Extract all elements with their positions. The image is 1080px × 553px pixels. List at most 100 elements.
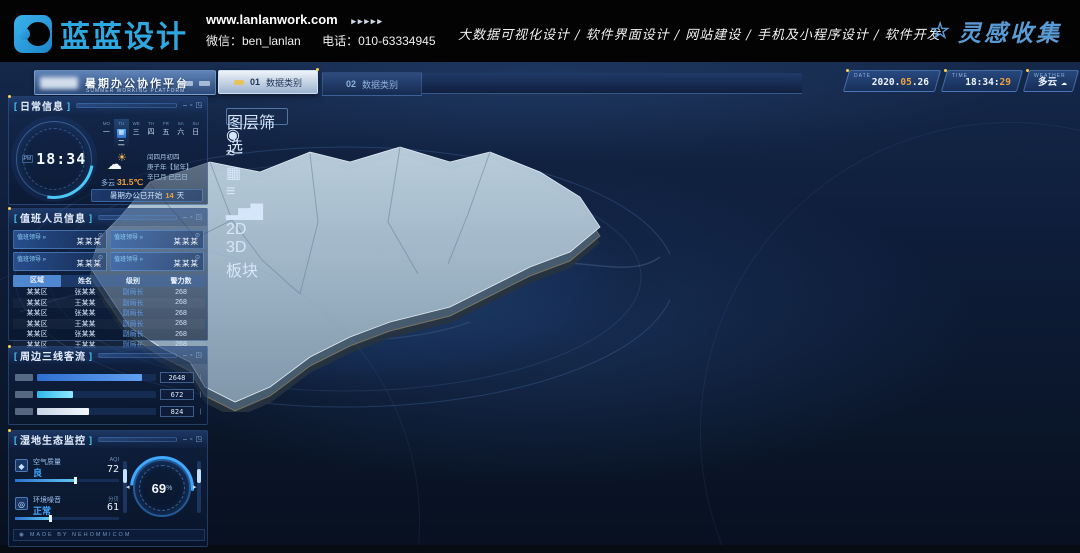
- panel-window-icon[interactable]: ▫: [189, 436, 193, 443]
- gauge-arrow-right[interactable]: ▸: [193, 484, 197, 491]
- flow-bars: 2648 ❘ 672 ❘ 824 ❘: [15, 371, 203, 422]
- flow-value: 2648: [159, 371, 194, 383]
- gauge-slider-left[interactable]: [123, 461, 127, 513]
- wechat-label: 微信：ben_lanlan: [206, 34, 301, 48]
- bottom-rail: [0, 545, 1080, 553]
- layer-button-camera[interactable]: ◉: [226, 125, 288, 145]
- notice-banner: 暑期办公已开始 14 天: [91, 189, 203, 202]
- duty-leader-card[interactable]: 值班领导 » ⊙ 某某某: [13, 252, 107, 271]
- gauge-slider-right[interactable]: [197, 461, 201, 513]
- panel-title: 值班人员信息: [20, 214, 86, 225]
- weather-widget: WEATHER 多云 ☁: [1022, 69, 1080, 92]
- duty-leader-card[interactable]: 值班领导 » ⊙ 某某某: [110, 252, 204, 271]
- panel-footer: ◉ MADE BY NEHOMMICOM: [13, 529, 205, 541]
- time-widget: TIME 18:34:29: [940, 69, 1024, 92]
- weather-icon: ☀ ☁: [107, 152, 127, 173]
- weekday-we: WE 三: [132, 121, 140, 136]
- mode-2d-icon: 2D: [226, 221, 247, 238]
- tab-rail: [420, 73, 802, 94]
- tab-data-category-2[interactable]: 02 数据类别: [322, 72, 422, 96]
- panel-header: [ 周边三线客流 ] – ▫ ◳: [9, 347, 207, 364]
- panel-minimize-icon[interactable]: –: [182, 352, 187, 359]
- phone-label: 电话：010-63334945: [322, 34, 436, 48]
- cloud-icon: ☁: [1060, 77, 1067, 88]
- layer-button-list[interactable]: ≡: [226, 183, 288, 201]
- card-gear-icon: ⊙: [97, 255, 103, 261]
- layer-filter-title: 图层筛选: [226, 108, 288, 156]
- weather-value: 多云: [1037, 77, 1057, 88]
- grid-icon: ▦: [226, 165, 242, 182]
- weekday-sa: SA 六: [177, 121, 185, 136]
- duty-table-row: 某某区 张某某 副局长 268: [26, 309, 187, 318]
- duty-leader-card[interactable]: 值班领导 » ⊙ 某某某: [110, 230, 204, 249]
- layer-button-blocks[interactable]: 板块: [226, 257, 288, 281]
- temperature: 31.5℃: [116, 177, 144, 187]
- inspiration-label: 灵感收集: [958, 20, 1062, 47]
- panel-minimize-icon[interactable]: –: [182, 436, 187, 443]
- tab-pill-icon: [233, 79, 244, 85]
- eco-gauge: 69 %: [116, 442, 208, 534]
- lunar-line: 辛巳月 己巳日: [147, 174, 188, 181]
- panel-window-icon[interactable]: ▫: [189, 214, 193, 221]
- footer-dot-icon: ◉: [19, 532, 26, 538]
- camera-icon: ◉: [226, 127, 240, 144]
- redacted-logo: [40, 77, 78, 89]
- flow-bar-row: 824 ❘: [15, 405, 203, 417]
- header-line: [98, 215, 177, 220]
- layer-button-grid[interactable]: ▦: [226, 163, 288, 183]
- panel-duty-info: [ 值班人员信息 ] – ▫ ◳ 值班领导 » ⊙ 某某某 值班领导 » ⊙ 某某某…: [8, 207, 208, 349]
- notice-days: 14: [165, 191, 174, 200]
- brand-logo-text: 蓝蓝设计: [60, 21, 188, 54]
- duty-table-header: 区域 姓名 级别 警力数: [13, 275, 205, 287]
- date-label: DATE: [854, 73, 871, 79]
- clock-widget: PM 18:34: [0, 103, 110, 215]
- mode-3d-icon: 3D: [226, 239, 247, 256]
- services-list: 大数据可视化设计 / 软件界面设计 / 网站建设 / 手机及小程序设计 / 软件…: [458, 28, 941, 43]
- panel-minimize-icon[interactable]: –: [182, 214, 187, 221]
- layer-button-bar-chart[interactable]: ▂▅▇: [226, 201, 288, 221]
- tab-data-category-1[interactable]: 01 数据类别: [218, 68, 319, 94]
- time-value: 18:34:: [965, 77, 1000, 88]
- panel-title: 周边三线客流: [20, 352, 86, 363]
- decor-ring: [700, 122, 1080, 553]
- date-day: .26: [911, 77, 929, 88]
- brand-logo[interactable]: 蓝蓝设计: [14, 12, 188, 56]
- layer-button-mode-3d[interactable]: 3D: [226, 239, 288, 257]
- flow-bar-row: 2648 ❘: [15, 371, 203, 383]
- lunar-calendar: 闰四月初四庚子年【鼠年】 辛巳月 己巳日: [147, 153, 193, 183]
- bar-chart-icon: ▂▅▇: [226, 203, 263, 220]
- website-link[interactable]: www.lanlanwork.com: [206, 12, 338, 27]
- weekday-fr: FR 五: [162, 121, 170, 136]
- lunar-line: 闰四月初四: [147, 154, 180, 161]
- layer-button-signal[interactable]: ≈: [226, 145, 288, 163]
- panel-minimize-icon[interactable]: –: [182, 102, 187, 109]
- weekday-su: SU 日: [192, 121, 200, 136]
- decor-dot: [1026, 69, 1029, 72]
- panel-expand-icon[interactable]: ◳: [195, 436, 202, 443]
- gauge-arrow-left[interactable]: ◂: [126, 484, 130, 491]
- layer-button-rail: ◉ ≈ ▦ ≡ ▂▅▇ 2D 3D 板块: [226, 125, 288, 281]
- inspiration-collect[interactable]: ☆ 灵感收集: [930, 14, 1062, 48]
- inspiration-icon: ☆: [930, 18, 950, 44]
- clock-meridiem: PM: [21, 155, 34, 163]
- date-year: 2020.: [871, 77, 901, 88]
- panel-expand-icon[interactable]: ◳: [195, 352, 202, 359]
- lunar-line: 庚子年【鼠年】: [147, 164, 193, 171]
- panel-expand-icon[interactable]: ◳: [195, 102, 202, 109]
- time-seconds: 29: [999, 77, 1011, 88]
- tab-number: 02: [345, 79, 356, 89]
- duty-table-row: 某某区 张某某 副局长 268: [26, 288, 187, 297]
- panel-window-icon[interactable]: ▫: [189, 352, 193, 359]
- layer-button-mode-2d[interactable]: 2D: [226, 221, 288, 239]
- panel-expand-icon[interactable]: ◳: [195, 214, 202, 221]
- redacted-line-label: [15, 407, 33, 415]
- duty-table: 区域 姓名 级别 警力数 某某区 张某某 副局长 268 某某区 王某某 副局长 268 某某区张…: [13, 275, 205, 350]
- duty-leader-card[interactable]: 值班领导 » ⊙ 某某某: [13, 230, 107, 249]
- panel-header: [ 湿地生态监控 ] – ▫ ◳: [9, 431, 207, 448]
- leaf-icon: ◆: [15, 459, 28, 472]
- panel-window-icon[interactable]: ▫: [189, 102, 193, 109]
- site-header: 蓝蓝设计 www.lanlanwork.com ▸▸▸▸▸ 微信：ben_lan…: [0, 0, 1080, 62]
